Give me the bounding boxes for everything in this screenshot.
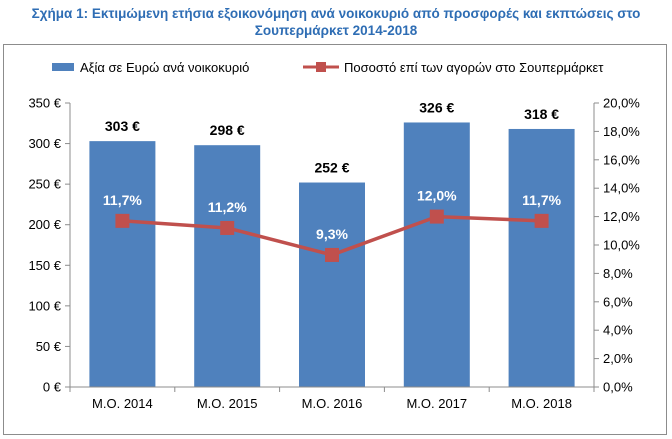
y-right-tick-label-7: 14,0% <box>603 181 640 196</box>
chart-title-line-1: Σχήμα 1: Εκτιμώμενη ετήσια εξοικονόμηση … <box>31 6 641 21</box>
legend-marker-line <box>316 62 326 72</box>
y-right-tick-label-4: 8,0% <box>603 266 633 281</box>
y-left-tick-label-4: 200 € <box>28 217 61 232</box>
legend-label-bar: Αξία σε Ευρώ ανά νοικοκυριό <box>80 60 249 75</box>
x-tick-label-4: Μ.Ο. 2018 <box>511 396 572 411</box>
y-left-tick-label-7: 350 € <box>28 96 61 111</box>
bar-4 <box>508 128 575 388</box>
y-left-tick-label-6: 300 € <box>28 136 61 151</box>
line-marker-3 <box>429 209 444 224</box>
line-marker-4 <box>534 213 549 228</box>
line-value-label-2: 9,3% <box>316 226 348 242</box>
y-right-tick-label-8: 16,0% <box>603 152 640 167</box>
legend-swatch-bar <box>52 63 74 71</box>
bar-value-label-1: 298 € <box>210 122 245 138</box>
y-left-tick-label-2: 100 € <box>28 298 61 313</box>
y-right-tick-label-9: 18,0% <box>603 124 640 139</box>
bar-value-label-3: 326 € <box>419 99 454 115</box>
x-tick-label-3: Μ.Ο. 2017 <box>406 396 467 411</box>
y-right-tick-label-10: 20,0% <box>603 96 640 111</box>
x-tick-label-1: Μ.Ο. 2015 <box>197 396 258 411</box>
bar-1 <box>194 145 261 387</box>
x-tick-label-2: Μ.Ο. 2016 <box>302 396 363 411</box>
line-value-label-4: 11,7% <box>522 192 561 208</box>
bar-value-label-0: 303 € <box>105 118 140 134</box>
y-left-tick-label-0: 0 € <box>43 380 62 395</box>
y-left-tick-label-3: 150 € <box>28 258 61 273</box>
bar-2 <box>299 182 365 387</box>
bar-0 <box>89 141 156 387</box>
line-marker-2 <box>325 247 339 262</box>
y-right-tick-label-1: 2,0% <box>603 351 633 366</box>
y-left-tick-label-1: 50 € <box>36 339 62 354</box>
line-marker-1 <box>220 220 235 235</box>
bar-3 <box>403 122 470 387</box>
y-right-tick-label-6: 12,0% <box>603 209 640 224</box>
y-right-tick-label-0: 0,0% <box>603 380 633 395</box>
x-tick-label-0: Μ.Ο. 2014 <box>92 396 153 411</box>
line-value-label-1: 11,2% <box>208 199 247 215</box>
line-marker-0 <box>115 213 130 228</box>
y-right-tick-label-5: 10,0% <box>603 238 640 253</box>
bar-value-label-4: 318 € <box>524 106 559 122</box>
y-left-tick-label-5: 250 € <box>28 177 61 192</box>
y-right-tick-label-2: 4,0% <box>603 323 633 338</box>
line-value-label-0: 11,7% <box>103 192 142 208</box>
y-right-tick-label-3: 6,0% <box>603 294 633 309</box>
chart-title: Σχήμα 1: Εκτιμώμενη ετήσια εξοικονόμηση … <box>0 5 672 39</box>
line-value-label-3: 12,0% <box>417 188 457 204</box>
bar-value-label-2: 252 € <box>314 160 349 176</box>
chart-title-line-2: Σουπερμάρκετ 2014-2018 <box>254 23 418 38</box>
legend-label-line: Ποσοστό επί των αγορών στο Σουπερμάρκετ <box>344 60 604 75</box>
